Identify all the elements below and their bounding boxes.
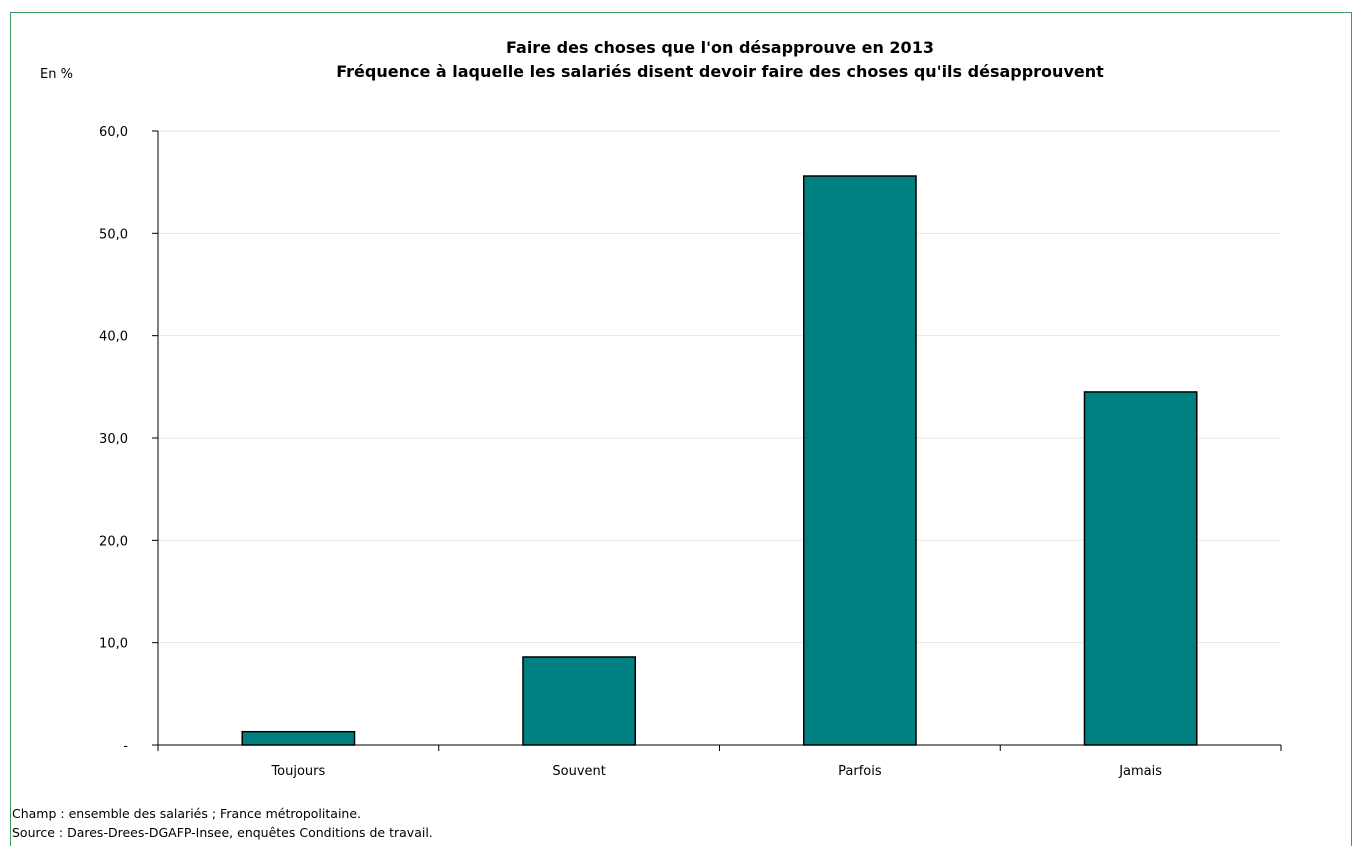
chart-frame — [10, 12, 1352, 846]
unit-label: En % — [40, 67, 73, 82]
y-tick-label: 60,0 — [99, 125, 128, 140]
x-category-label: Parfois — [838, 764, 882, 779]
bar-jamais — [1083, 391, 1198, 746]
y-tick-label: 10,0 — [99, 637, 128, 652]
y-tick-label: 40,0 — [99, 330, 128, 345]
note-source: Source : Dares-Drees-DGAFP-Insee, enquêt… — [12, 825, 433, 840]
bar-souvent — [522, 656, 637, 746]
y-tick-label: - — [123, 739, 128, 754]
bar-toujours — [241, 730, 356, 746]
y-tick-label: 50,0 — [99, 227, 128, 242]
x-category-label: Jamais — [1118, 764, 1162, 779]
bar-chart: - 10,0 20,0 30,0 40,0 50,0 60,0 Toujours Souvent… — [99, 125, 1282, 779]
note-champ: Champ : ensemble des salariés ; France m… — [12, 806, 361, 821]
chart-subtitle: Fréquence à laquelle les salariés disent… — [336, 62, 1104, 81]
y-tick-label: 30,0 — [99, 432, 128, 447]
chart-title: Faire des choses que l'on désapprouve en… — [506, 38, 934, 57]
bar-parfois — [802, 175, 917, 746]
x-category-label: Toujours — [270, 764, 325, 779]
x-category-label: Souvent — [552, 764, 605, 779]
y-tick-label: 20,0 — [99, 534, 128, 549]
